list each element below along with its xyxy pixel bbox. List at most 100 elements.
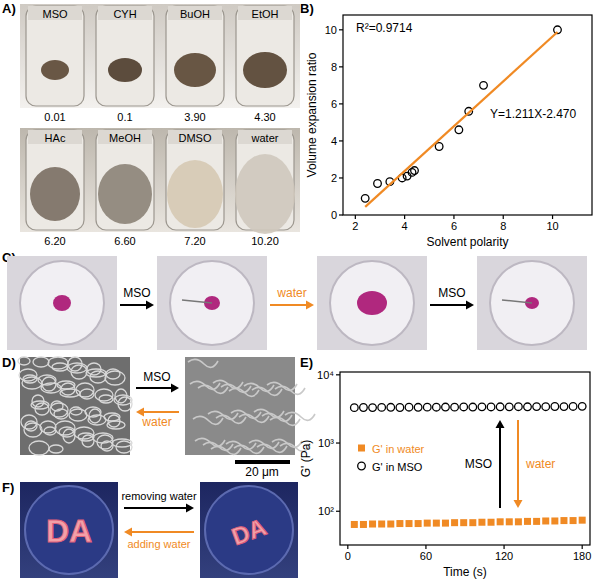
gel-blob <box>41 60 69 80</box>
gel-sample <box>53 295 71 311</box>
photo-background <box>157 256 267 350</box>
plot-frame <box>340 372 590 545</box>
pore <box>106 369 120 379</box>
y-tick-label: 10⁴ <box>317 369 334 381</box>
ratio-label: 0.01 <box>44 111 65 123</box>
arrow-shaft <box>517 420 519 500</box>
square-point <box>433 520 440 527</box>
square-point <box>478 519 485 526</box>
arrow-head <box>124 528 132 537</box>
x-tick <box>552 215 553 219</box>
square-point <box>442 520 449 527</box>
x-axis-label: Solvent polarity <box>426 235 508 249</box>
circle-point <box>361 195 369 203</box>
x-tick-label: 6 <box>451 220 457 232</box>
scale-bar <box>235 460 290 464</box>
arrow-label: MSO <box>123 286 150 300</box>
panel-label: B) <box>300 1 314 16</box>
square-point <box>460 519 467 526</box>
panel-label: A) <box>2 1 16 16</box>
y-tick <box>336 374 340 375</box>
square-point <box>451 519 458 526</box>
arrow-head <box>146 301 154 310</box>
tube-rim <box>238 6 292 20</box>
square-point <box>360 521 367 528</box>
square-point <box>551 517 558 524</box>
circle-point <box>515 403 523 411</box>
y-tick <box>339 103 343 104</box>
glowing-gel-text: DA <box>228 513 270 550</box>
pore <box>93 433 113 443</box>
solvent-label: EtOH <box>252 8 279 20</box>
y-axis-label: Volume expansion ratio <box>305 52 319 177</box>
petri-dish <box>25 486 113 574</box>
circle-point <box>408 169 416 177</box>
circle-point <box>374 180 382 188</box>
x-tick-label: 60 <box>420 550 432 562</box>
ratio-label: 3.90 <box>184 111 205 123</box>
circle-point <box>414 404 422 412</box>
arrow-shaft <box>499 428 501 508</box>
y-axis-label: G' (Pa) <box>299 440 313 478</box>
photo-background <box>477 256 587 350</box>
y-tick <box>339 29 343 30</box>
gel-blob <box>174 53 216 87</box>
wrinkle <box>213 380 243 388</box>
square-point <box>533 518 540 525</box>
y-tick-label: 8 <box>331 61 337 73</box>
y-tick <box>339 177 343 178</box>
petri-dish <box>330 261 414 345</box>
x-tick <box>355 215 356 219</box>
y-tick <box>336 442 340 443</box>
square-point <box>497 518 504 525</box>
petri-dish <box>20 261 104 345</box>
arrow-shaft <box>430 304 466 306</box>
y-tick <box>339 66 343 67</box>
circle-point <box>569 403 577 411</box>
ratio-label: 6.60 <box>114 235 135 247</box>
x-tick-label: 180 <box>573 550 591 562</box>
pore <box>29 441 49 455</box>
arrow-label: MSO <box>143 370 170 384</box>
arrow-shaft <box>124 507 186 509</box>
pore <box>70 407 82 415</box>
ratio-label: 4.30 <box>254 111 275 123</box>
annotation: MSO <box>465 457 492 471</box>
legend-marker <box>358 462 366 470</box>
arrow-label: adding water <box>128 538 191 550</box>
x-tick-label: 120 <box>495 550 513 562</box>
annotation: water <box>525 457 555 471</box>
wrinkle <box>208 411 238 419</box>
plot-frame <box>343 15 592 215</box>
pore <box>51 401 63 411</box>
circle-point <box>496 403 504 411</box>
wrinkle <box>193 416 223 424</box>
panel-label: E) <box>300 355 313 370</box>
circle-point <box>369 404 377 412</box>
petri-dish <box>205 486 293 574</box>
tube-rim <box>98 6 152 20</box>
square-point <box>369 521 376 528</box>
square-point <box>415 520 422 527</box>
circle-point <box>533 403 541 411</box>
x-tick-label: 2 <box>352 220 358 232</box>
arrow-head <box>171 384 179 393</box>
arrow-shaft <box>270 304 306 306</box>
solvent-label: CYH <box>113 8 136 20</box>
circle-point <box>480 82 488 90</box>
pore <box>95 389 113 401</box>
photo-background <box>20 4 300 108</box>
circle-point <box>387 404 395 412</box>
wrinkle <box>272 439 302 447</box>
solvent-label: HAc <box>45 132 66 144</box>
square-point <box>570 517 577 524</box>
tube <box>96 6 154 106</box>
circle-point <box>351 404 359 412</box>
tube-rim <box>28 6 82 20</box>
tube-rim <box>28 130 82 144</box>
y-tick <box>339 214 343 215</box>
pore <box>40 421 56 433</box>
x-tick-label: 10 <box>546 220 558 232</box>
pore <box>32 395 44 407</box>
arrow-shaft <box>120 304 146 306</box>
